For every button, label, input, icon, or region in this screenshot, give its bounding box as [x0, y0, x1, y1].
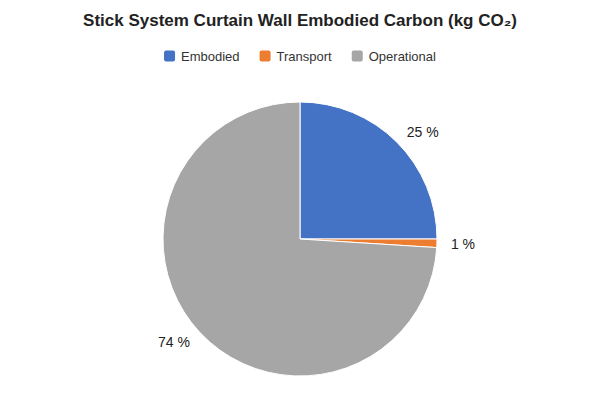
legend-label: Operational: [369, 49, 436, 64]
slices: [163, 102, 437, 376]
data-label: 1 %: [451, 236, 475, 252]
legend-item: Embodied: [164, 49, 240, 64]
legend-item: Operational: [352, 49, 436, 64]
legend: Embodied Transport Operational: [164, 49, 436, 64]
pie-slice: [300, 102, 437, 239]
chart-title: Stick System Curtain Wall Embodied Carbo…: [83, 11, 517, 30]
data-label: 25 %: [407, 124, 439, 140]
legend-swatch: [352, 51, 363, 62]
chart-svg: Stick System Curtain Wall Embodied Carbo…: [0, 0, 600, 398]
data-label: 74 %: [158, 334, 190, 350]
data-labels: 25 % 1 % 74 %: [158, 124, 475, 350]
legend-swatch: [260, 51, 271, 62]
legend-item: Transport: [260, 49, 333, 64]
pie-slice: [163, 102, 437, 376]
legend-swatch: [164, 51, 175, 62]
chart-container: Stick System Curtain Wall Embodied Carbo…: [0, 0, 600, 398]
legend-label: Embodied: [181, 49, 240, 64]
legend-label: Transport: [277, 49, 333, 64]
